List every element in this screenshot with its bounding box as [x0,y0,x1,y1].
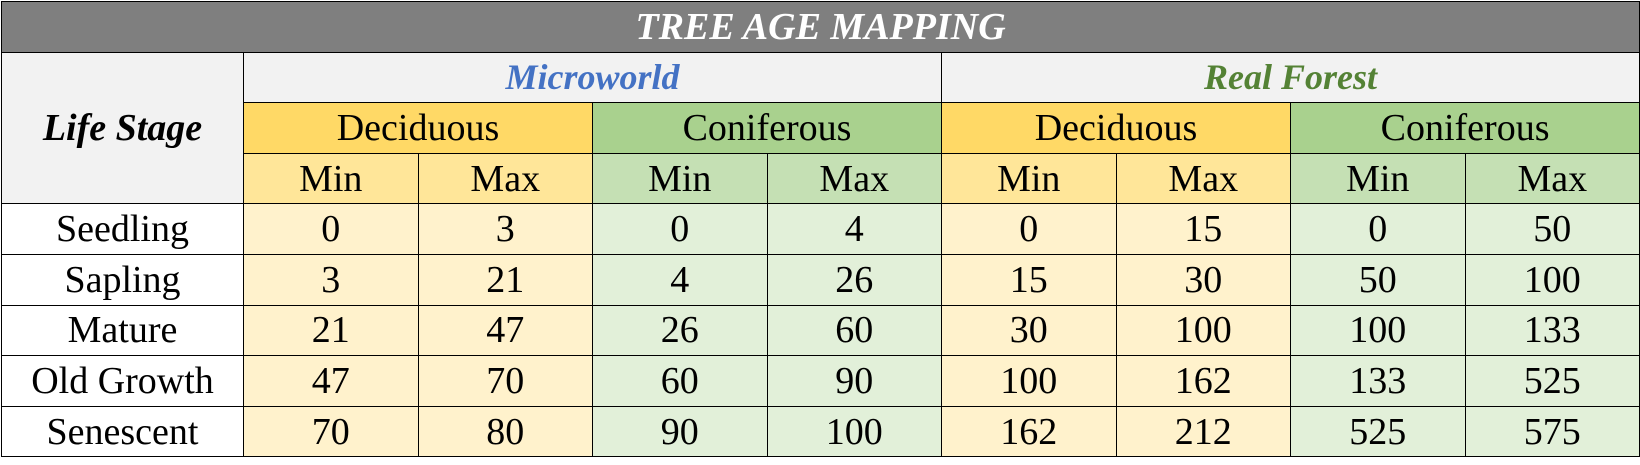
value-cell: 15 [1115,203,1291,255]
max-header: Max [417,152,593,205]
value-cell: 30 [941,304,1117,357]
value-cell: 212 [1115,405,1291,458]
value-cell: 525 [1290,405,1466,458]
value-cell: 26 [592,304,768,357]
value-cell: 90 [766,355,942,407]
table-row: Senescent 70 80 90 100 162 212 525 575 [1,405,1640,458]
table-title: TREE AGE MAPPING [0,1,1640,53]
value-cell: 162 [941,405,1117,458]
value-cell: 3 [417,203,593,255]
value-cell: 162 [1115,355,1291,407]
life-stage-cell: Senescent [1,405,244,458]
max-header: Max [766,152,942,205]
value-cell: 60 [592,355,768,407]
value-cell: 3 [243,253,419,306]
table-row: Mature 21 47 26 60 30 100 100 133 [1,304,1640,357]
table-row: Seedling 0 3 0 4 0 15 0 50 [1,203,1640,255]
value-cell: 21 [243,304,419,357]
table-row: Sapling 3 21 4 26 15 30 50 100 [1,253,1640,306]
value-cell: 575 [1464,405,1640,458]
value-cell: 0 [243,203,419,255]
real-forest-deciduous-header: Deciduous [941,102,1291,154]
value-cell: 0 [941,203,1117,255]
value-cell: 133 [1464,304,1640,357]
value-cell: 4 [766,203,942,255]
value-cell: 100 [941,355,1117,407]
life-stage-cell: Seedling [1,203,244,255]
value-cell: 26 [766,253,942,306]
min-header: Min [592,152,768,205]
value-cell: 90 [592,405,768,458]
max-header: Max [1115,152,1291,205]
value-cell: 50 [1290,253,1466,306]
value-cell: 100 [1115,304,1291,357]
life-stage-cell: Mature [1,304,244,357]
value-cell: 21 [417,253,593,306]
microworld-deciduous-header: Deciduous [243,102,593,154]
value-cell: 100 [1290,304,1466,357]
value-cell: 0 [1290,203,1466,255]
value-cell: 15 [941,253,1117,306]
value-cell: 80 [417,405,593,458]
value-cell: 4 [592,253,768,306]
value-cell: 525 [1464,355,1640,407]
life-stage-cell: Old Growth [1,355,244,407]
value-cell: 133 [1290,355,1466,407]
microworld-header: Microworld [243,51,942,104]
value-cell: 47 [243,355,419,407]
value-cell: 70 [417,355,593,407]
value-cell: 0 [592,203,768,255]
value-cell: 60 [766,304,942,357]
max-header: Max [1464,152,1640,205]
value-cell: 47 [417,304,593,357]
min-header: Min [941,152,1117,205]
value-cell: 100 [766,405,942,458]
value-cell: 100 [1464,253,1640,306]
real-forest-header: Real Forest [940,51,1640,104]
min-header: Min [1290,152,1466,205]
min-header: Min [243,152,419,205]
value-cell: 50 [1464,203,1640,255]
microworld-coniferous-header: Coniferous [592,102,942,154]
life-stage-header: Life Stage [1,51,244,205]
value-cell: 70 [243,405,419,458]
value-cell: 30 [1115,253,1291,306]
real-forest-coniferous-header: Coniferous [1289,102,1640,154]
life-stage-cell: Sapling [1,253,244,306]
table-row: Old Growth 47 70 60 90 100 162 133 525 [1,355,1640,407]
